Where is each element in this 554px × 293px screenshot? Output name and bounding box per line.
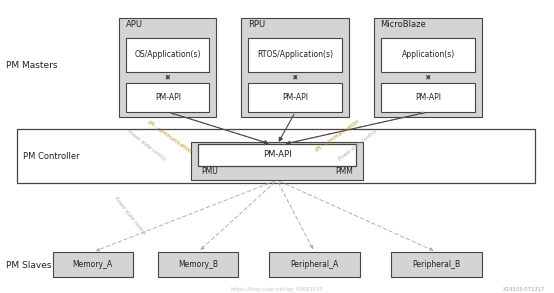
Text: Memory_A: Memory_A [73,260,113,269]
Text: Peripheral_B: Peripheral_B [412,260,460,269]
Text: IPI - communication: IPI - communication [146,119,192,153]
Bar [248,83,342,112]
Text: PM-API: PM-API [416,93,441,102]
Text: PM-API: PM-API [263,151,291,159]
Bar [241,18,349,117]
Text: PM-API: PM-API [155,93,181,102]
Bar [191,142,363,180]
Text: https://blog.csdn.net/qq_45683435: https://blog.csdn.net/qq_45683435 [230,286,324,292]
Text: PM Controller: PM Controller [23,151,80,161]
Text: Application(s): Application(s) [402,50,455,59]
Text: PMM: PMM [335,167,353,176]
Text: Peripheral_A: Peripheral_A [290,260,338,269]
Text: Power state control: Power state control [114,195,147,236]
Text: MicroBlaze: MicroBlaze [381,20,427,29]
Text: Power state control: Power state control [127,129,167,161]
Text: IPI - communication: IPI - communication [315,119,361,153]
Bar [17,129,535,183]
Bar [126,83,209,112]
Bar [381,38,475,72]
Text: PMU: PMU [201,167,218,176]
Bar [248,38,342,72]
Text: PM-API: PM-API [283,93,308,102]
Text: Memory_B: Memory_B [178,260,218,269]
Text: PM Slaves: PM Slaves [6,261,51,270]
Text: OS/Application(s): OS/Application(s) [135,50,201,59]
Bar [269,252,360,277]
Bar [119,18,216,117]
Bar [374,18,482,117]
Bar [158,252,238,277]
Bar [381,83,475,112]
Text: X19503-071317: X19503-071317 [504,287,546,292]
Text: Power state control: Power state control [337,129,377,161]
Text: RTOS/Application(s): RTOS/Application(s) [257,50,334,59]
Bar [53,252,133,277]
Text: RPU: RPU [248,20,265,29]
Bar [198,144,356,166]
Bar [391,252,482,277]
Bar [126,38,209,72]
Text: APU: APU [126,20,143,29]
Text: PM Masters: PM Masters [6,62,57,70]
